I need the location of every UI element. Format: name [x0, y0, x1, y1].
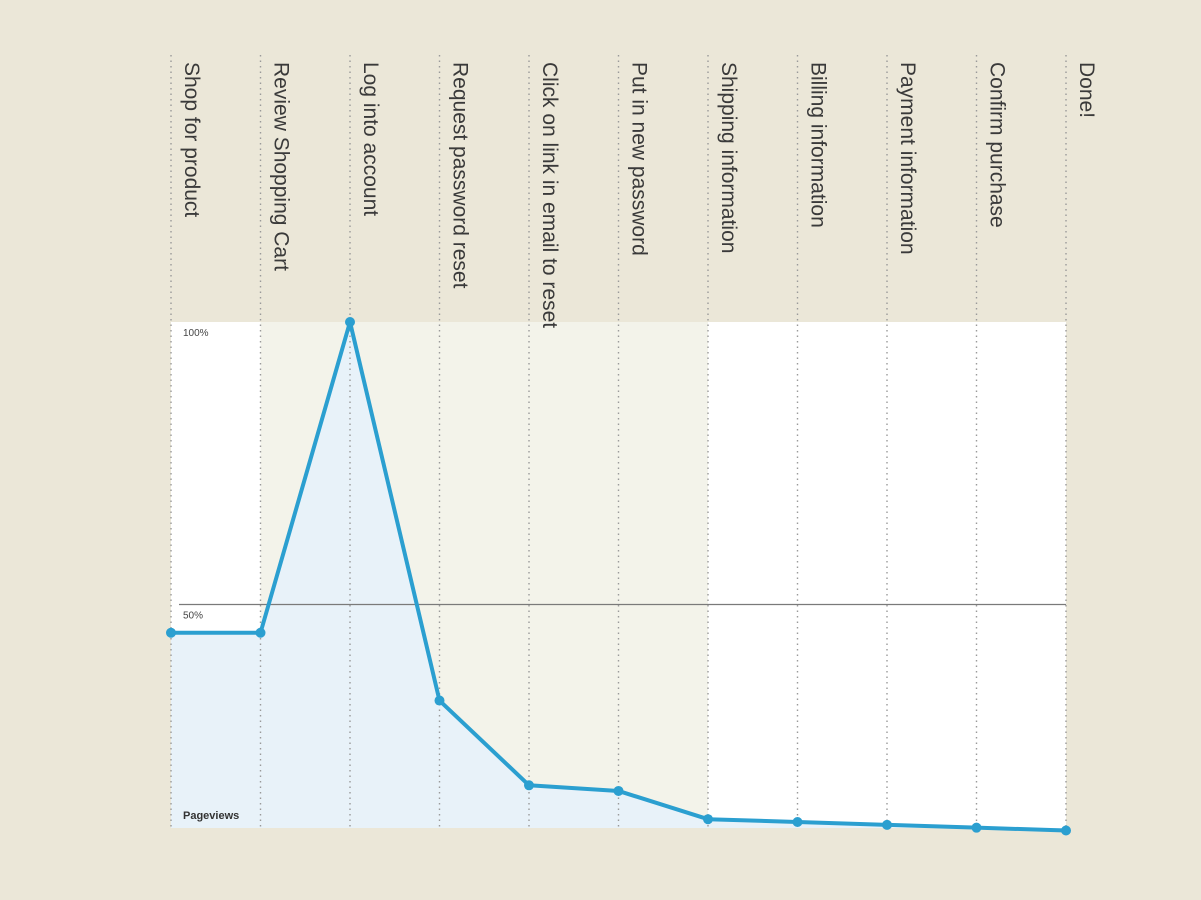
data-points-layer [166, 317, 1071, 836]
step-label: Payment information [896, 62, 919, 255]
step-dividers [170, 55, 1067, 828]
data-point [524, 780, 534, 791]
data-point [255, 627, 266, 638]
step-label: Log into account [359, 62, 382, 216]
data-point [1061, 825, 1071, 836]
step-label: Request password reset [449, 62, 472, 289]
data-point [703, 814, 713, 825]
data-point [434, 695, 445, 706]
data-point [166, 627, 176, 638]
data-point [971, 822, 982, 833]
step-label: Billing information [807, 62, 830, 228]
y-axis-label: Pageviews [183, 810, 239, 822]
data-point [882, 819, 892, 830]
step-label: Shop for product [180, 62, 203, 217]
step-label: Done! [1075, 62, 1098, 118]
data-point [345, 317, 355, 327]
data-point [613, 785, 624, 796]
step-label: Shipping information [717, 62, 740, 253]
step-label: Review Shopping Cart [270, 62, 293, 271]
area-fill [171, 322, 1066, 831]
y-ticks-layer: 100% 50% [183, 328, 209, 622]
area-fill-layer [171, 322, 1066, 831]
step-label: Click on link in email to reset [538, 62, 561, 328]
step-labels-layer: Shop for product Review Shopping Cart Log … [180, 62, 1098, 328]
data-point [792, 817, 803, 828]
step-label: Put in new password [628, 62, 651, 256]
y-tick-label: 100% [183, 328, 209, 339]
y-tick-label: 50% [183, 611, 203, 622]
step-label: Confirm purchase [986, 62, 1009, 228]
